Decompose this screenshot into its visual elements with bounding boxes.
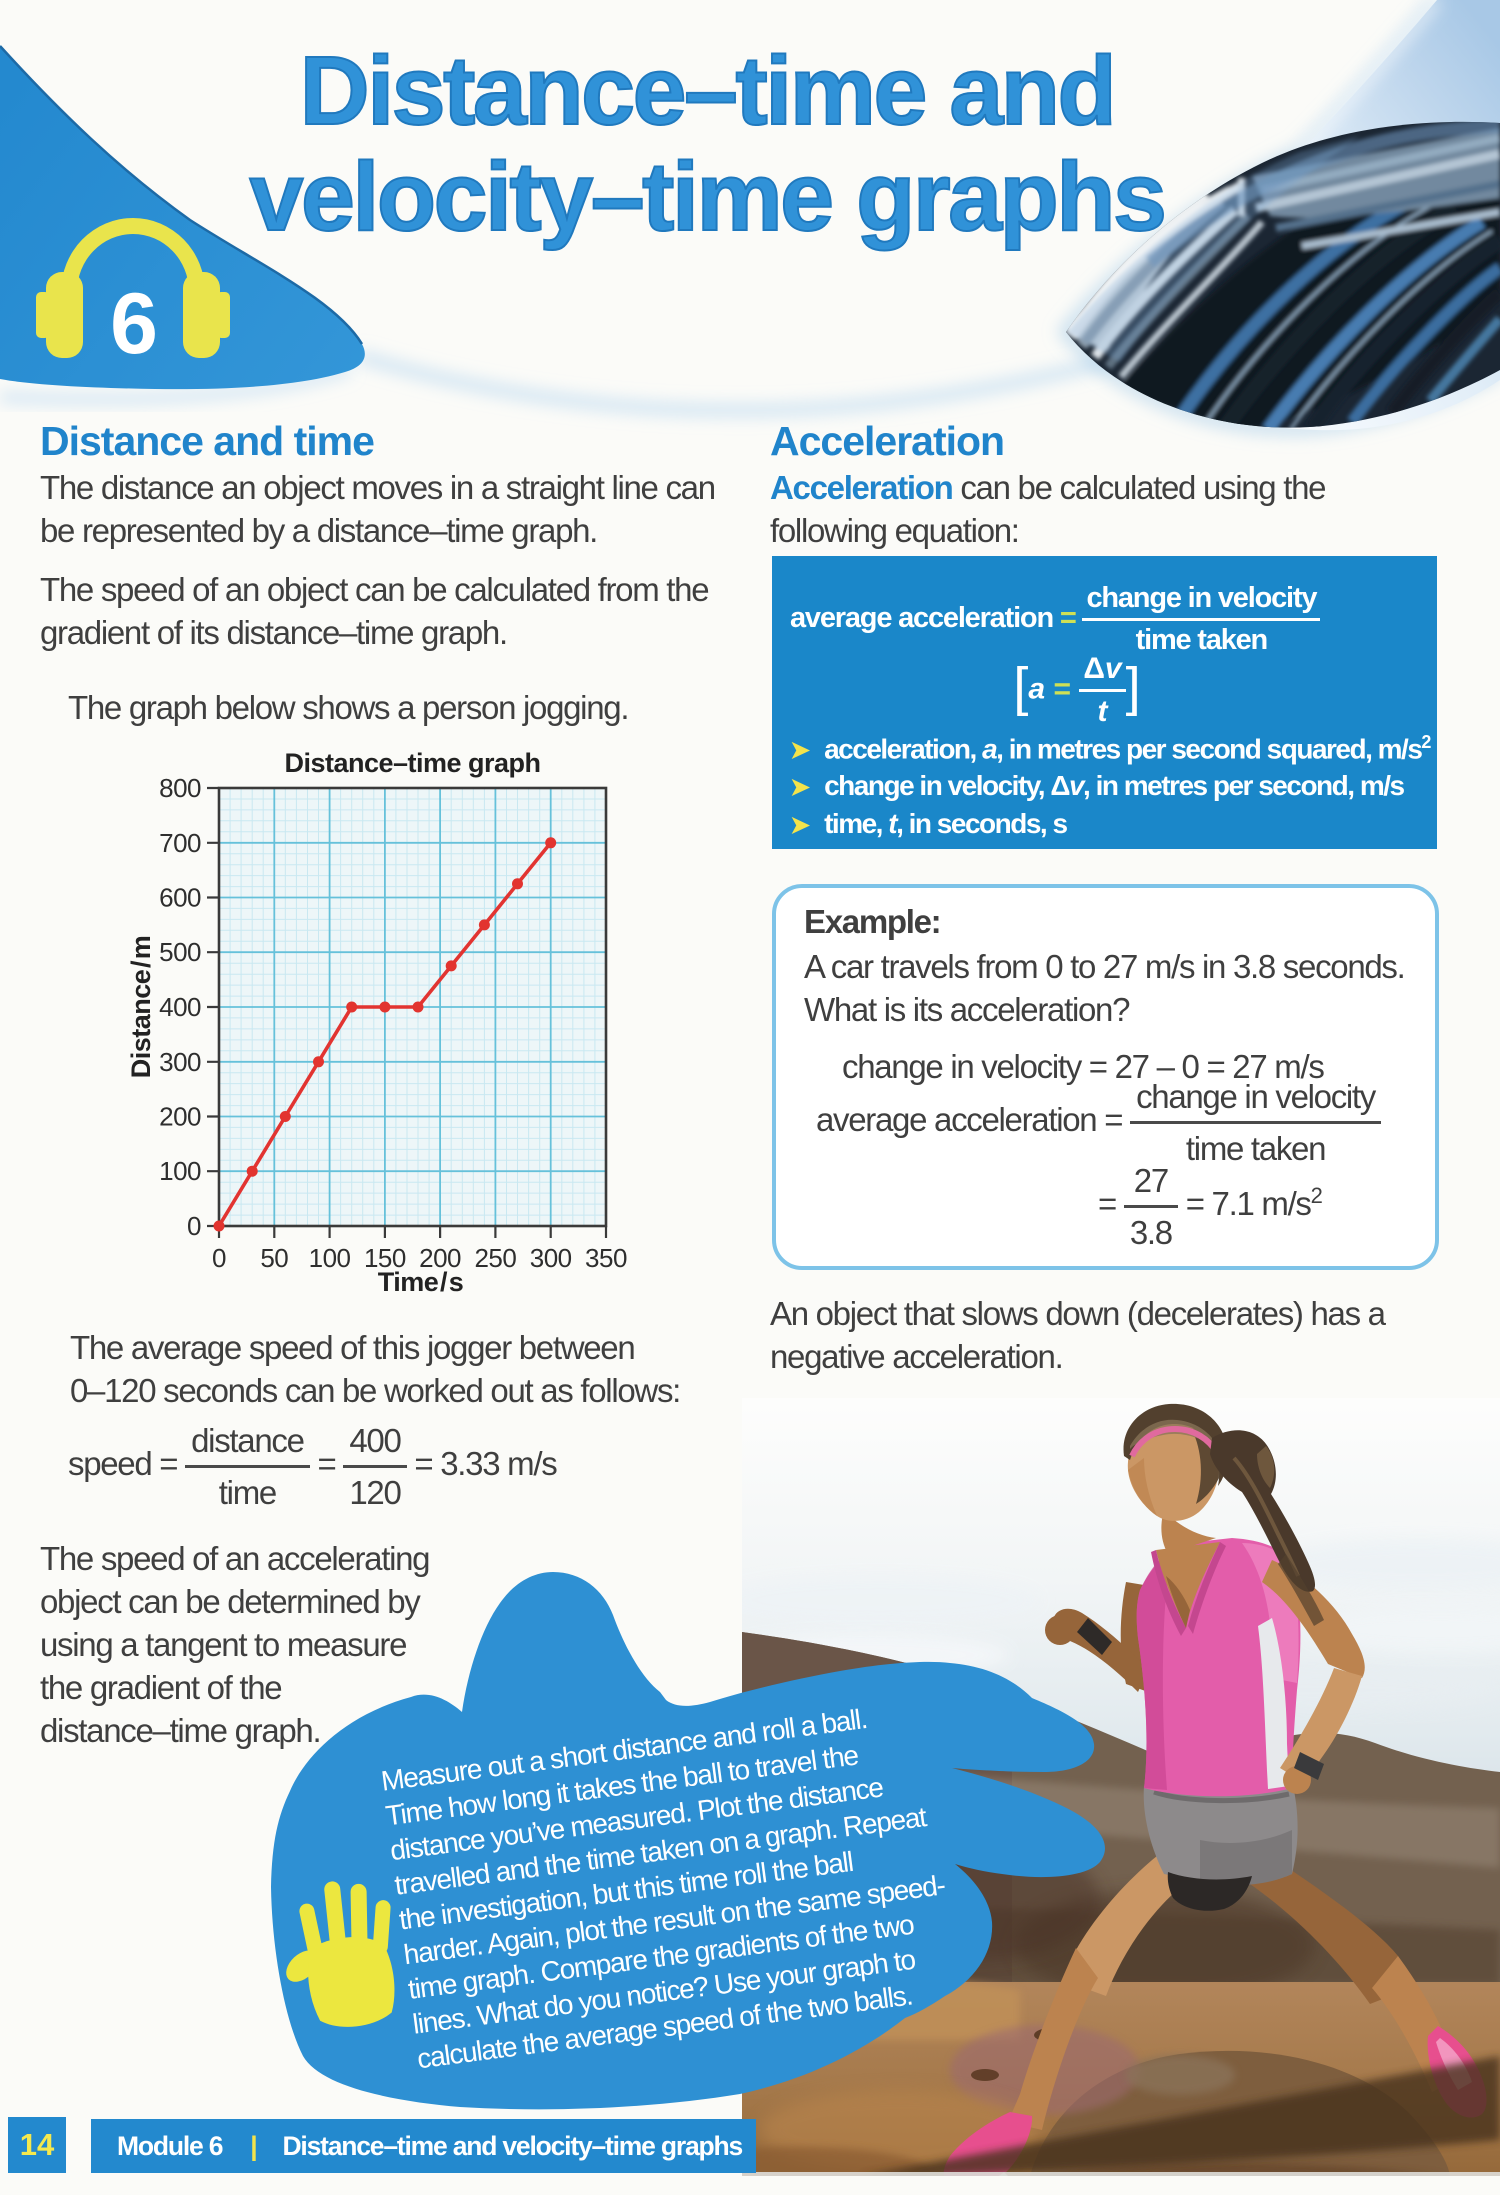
svg-text:800: 800 — [159, 773, 201, 803]
svg-text:300: 300 — [159, 1047, 201, 1077]
svg-text:300: 300 — [530, 1243, 572, 1273]
svg-text:600: 600 — [159, 883, 201, 913]
svg-text:200: 200 — [159, 1102, 201, 1132]
svg-text:100: 100 — [159, 1156, 201, 1186]
svg-text:Distance–time graph: Distance–time graph — [284, 748, 540, 778]
svg-text:0: 0 — [212, 1243, 226, 1273]
svg-text:500: 500 — [159, 937, 201, 967]
svg-text:700: 700 — [159, 828, 201, 858]
svg-text:250: 250 — [474, 1243, 516, 1273]
svg-text:6: 6 — [110, 276, 158, 372]
svg-text:Distance / m: Distance / m — [126, 936, 156, 1079]
svg-text:400: 400 — [159, 992, 201, 1022]
svg-text:200: 200 — [419, 1243, 461, 1273]
svg-text:350: 350 — [585, 1243, 627, 1273]
svg-text:150: 150 — [364, 1243, 406, 1273]
svg-text:0: 0 — [187, 1211, 201, 1241]
svg-text:50: 50 — [260, 1243, 288, 1273]
svg-text:100: 100 — [309, 1243, 351, 1273]
svg-text:Time / s: Time / s — [378, 1267, 464, 1297]
